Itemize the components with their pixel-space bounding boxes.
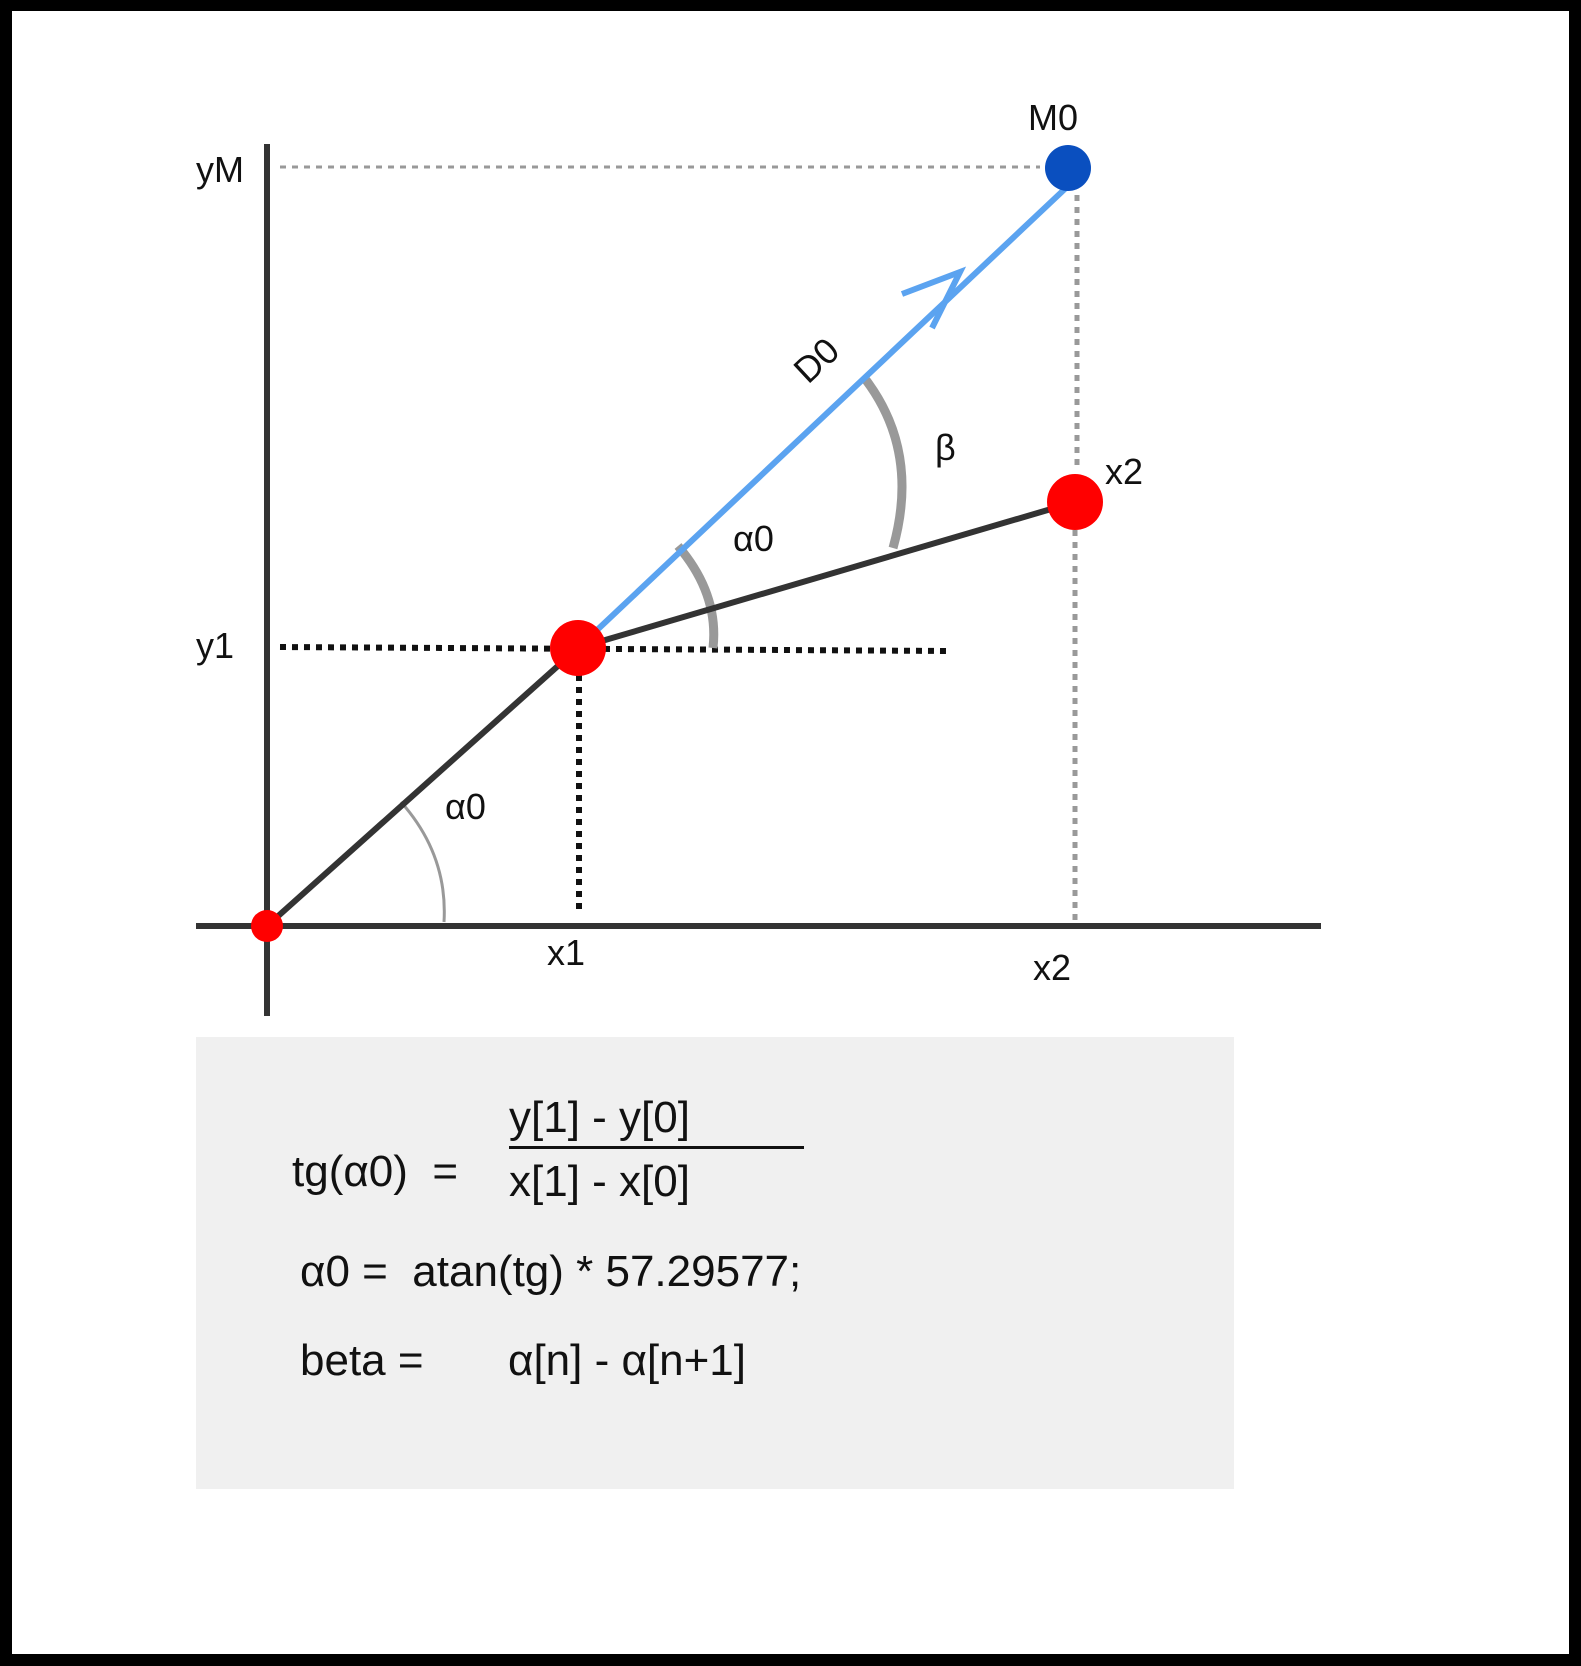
point-x2 [1047, 474, 1103, 530]
label-x2-point: x2 [1105, 451, 1143, 492]
alpha-upper-arc [674, 543, 719, 649]
formula-beta-rhs: α[n] - α[n+1] [508, 1336, 746, 1385]
label-ym: yM [196, 149, 244, 190]
label-alpha-upper: α0 [733, 518, 774, 559]
label-alpha-lower: α0 [445, 786, 486, 827]
formula-tg-numerator: y[1] - y[0] [509, 1093, 690, 1142]
label-m0: M0 [1028, 97, 1078, 138]
alpha-lower-arc [399, 801, 446, 923]
label-y1: y1 [196, 625, 234, 666]
p1-to-p2-segment [577, 499, 1076, 651]
formula-alpha: α0 = atan(tg) * 57.29577; [300, 1247, 802, 1296]
vector-d0 [575, 183, 1071, 651]
label-beta: β [935, 427, 956, 468]
formula-tg-lhs: tg(α0) = [292, 1147, 459, 1196]
origin-point [251, 910, 283, 942]
beta-arc [862, 377, 907, 550]
fraction-bar [509, 1146, 804, 1149]
label-d0: D0 [785, 329, 847, 390]
label-x1: x1 [547, 932, 585, 973]
origin-to-p1-segment [265, 645, 580, 929]
y1-guide-line [279, 644, 951, 654]
formula-tg-denominator: x[1] - x[0] [509, 1157, 690, 1206]
formula-panel: tg(α0) = y[1] - y[0] x[1] - x[0] α0 = at… [196, 1037, 1234, 1489]
point-m0 [1045, 145, 1091, 191]
point-p1 [550, 620, 606, 676]
vector-d0-arrowhead [900, 266, 967, 330]
label-x2-axis: x2 [1033, 947, 1071, 988]
formula-beta-lhs: beta = [300, 1336, 424, 1385]
